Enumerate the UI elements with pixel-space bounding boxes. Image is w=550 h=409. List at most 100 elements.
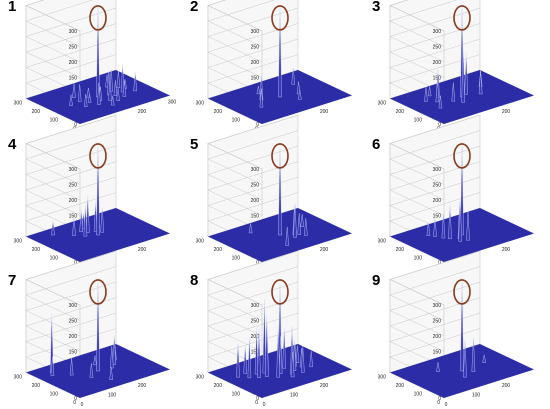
peak-highlight-ellipse: [89, 279, 107, 305]
surface-peak: [433, 217, 437, 237]
surface-peak: [276, 324, 280, 378]
z-gridline: [207, 281, 299, 337]
surface-peak: [254, 327, 259, 375]
y-tick-label: 300: [196, 101, 205, 107]
surface-svg: 05010015020025030001002000100200300: [196, 250, 352, 408]
z-tick-label: 150: [433, 350, 442, 356]
surface-peak: [482, 354, 487, 363]
surface-peak: [438, 95, 443, 109]
surface-peak: [116, 88, 120, 101]
z-tick-label: 250: [69, 183, 78, 189]
surface-peak: [100, 207, 104, 233]
z-tick-label: 200: [69, 334, 78, 340]
y-tick-label: 100: [232, 392, 241, 398]
surface-peak: [297, 212, 301, 235]
surface-peak: [278, 336, 283, 374]
surface-peak: [292, 339, 297, 371]
surface-peak: [441, 213, 446, 239]
surface-plot-5: 505010015020025030001002000100200300: [190, 114, 370, 273]
surface-peak: [86, 195, 90, 233]
z-tick-label: 200: [433, 198, 442, 204]
z-tick-label: 0: [256, 260, 259, 266]
z-tick-label: 250: [251, 45, 260, 51]
surface-peak: [256, 86, 261, 95]
z-gridline: [25, 266, 117, 321]
surface-plot-8: 805010015020025030001002000100200300: [190, 250, 370, 409]
surface-peak: [436, 362, 440, 372]
z-gridline: [389, 7, 481, 63]
y-tick-label: 300: [196, 375, 205, 381]
surface-peak: [96, 281, 100, 372]
y-tick-label: 200: [32, 383, 41, 389]
surface-peak: [461, 49, 465, 103]
surface-peak: [69, 94, 73, 106]
x-tick-label: 200: [502, 109, 511, 115]
z-gridline: [207, 266, 299, 321]
x-tick-label: 0: [81, 402, 84, 408]
z-gridline: [25, 0, 81, 32]
surface-peak: [87, 94, 92, 103]
z-tick-label: 300: [251, 303, 260, 309]
x-tick-label: 200: [320, 247, 329, 253]
surface-plot-3: 305010015020025030001002000100200300: [372, 0, 550, 135]
z-gridline: [25, 250, 117, 306]
y-tick-label: 300: [196, 239, 205, 245]
z-tick-label: 150: [251, 214, 260, 220]
panel-label: 1: [8, 0, 17, 15]
z-gridline: [25, 0, 94, 47]
z-tick-label: 0: [74, 260, 77, 266]
surface-peak: [113, 80, 118, 96]
panel-label: 8: [190, 272, 199, 289]
surface-peak: [122, 80, 127, 97]
z-tick-label: 0: [256, 396, 259, 402]
y-tick-label: 200: [214, 247, 223, 253]
peak-highlight-ellipse: [453, 5, 471, 31]
z-gridline: [25, 38, 117, 94]
y-tick-label: 200: [396, 109, 405, 115]
y-tick-label: 200: [32, 247, 41, 253]
z-gridline: [25, 7, 117, 63]
surface-peak: [464, 53, 468, 95]
y-tick-label: 200: [32, 109, 41, 115]
x-tick-label: 200: [320, 383, 329, 389]
panel-label: 7: [8, 272, 17, 289]
surface-peak: [97, 82, 101, 105]
surface-peak: [291, 67, 295, 85]
surface-peak: [301, 345, 305, 373]
surface-svg: 05010015020025030001002003000100200300: [14, 0, 177, 134]
surface-peak: [108, 81, 112, 101]
surface-peak: [236, 343, 240, 378]
z-gridline: [389, 145, 481, 201]
z-tick-label: 150: [251, 76, 260, 82]
surface-peak: [110, 346, 114, 369]
surface-peak: [478, 70, 483, 95]
surface-peak: [51, 221, 55, 236]
peak-highlight-ellipse: [271, 143, 289, 169]
z-tick-label: 150: [433, 76, 442, 82]
z-tick-label: 0: [74, 122, 77, 128]
peak-highlight-ellipse: [89, 143, 107, 169]
surface-peak: [93, 355, 97, 366]
x-tick-label: 200: [138, 383, 147, 389]
z-tick-label: 200: [433, 60, 442, 66]
x-tick-label: 300: [168, 100, 177, 106]
surface-peak: [458, 200, 462, 242]
surface-peak: [426, 221, 431, 236]
z-gridline: [25, 176, 117, 232]
z-tick-label: 150: [69, 350, 78, 356]
z-tick-label: 0: [74, 396, 77, 402]
surface-peak: [112, 334, 116, 365]
surface-svg: 05010015020025030001002000100200300: [196, 0, 352, 134]
peak-highlight-ellipse: [89, 5, 107, 31]
surface-peak: [296, 81, 301, 95]
peak-highlight-ellipse: [271, 5, 289, 31]
surface-peak: [278, 7, 282, 98]
surface-peak: [83, 94, 88, 107]
z-tick-label: 300: [251, 29, 260, 35]
z-tick-label: 300: [69, 167, 78, 173]
x-tick-label: 100: [290, 393, 299, 399]
z-tick-label: 250: [69, 45, 78, 51]
z-tick-label: 200: [69, 198, 78, 204]
y-tick-label: 300: [378, 101, 387, 107]
x-tick-label: 200: [138, 247, 147, 253]
